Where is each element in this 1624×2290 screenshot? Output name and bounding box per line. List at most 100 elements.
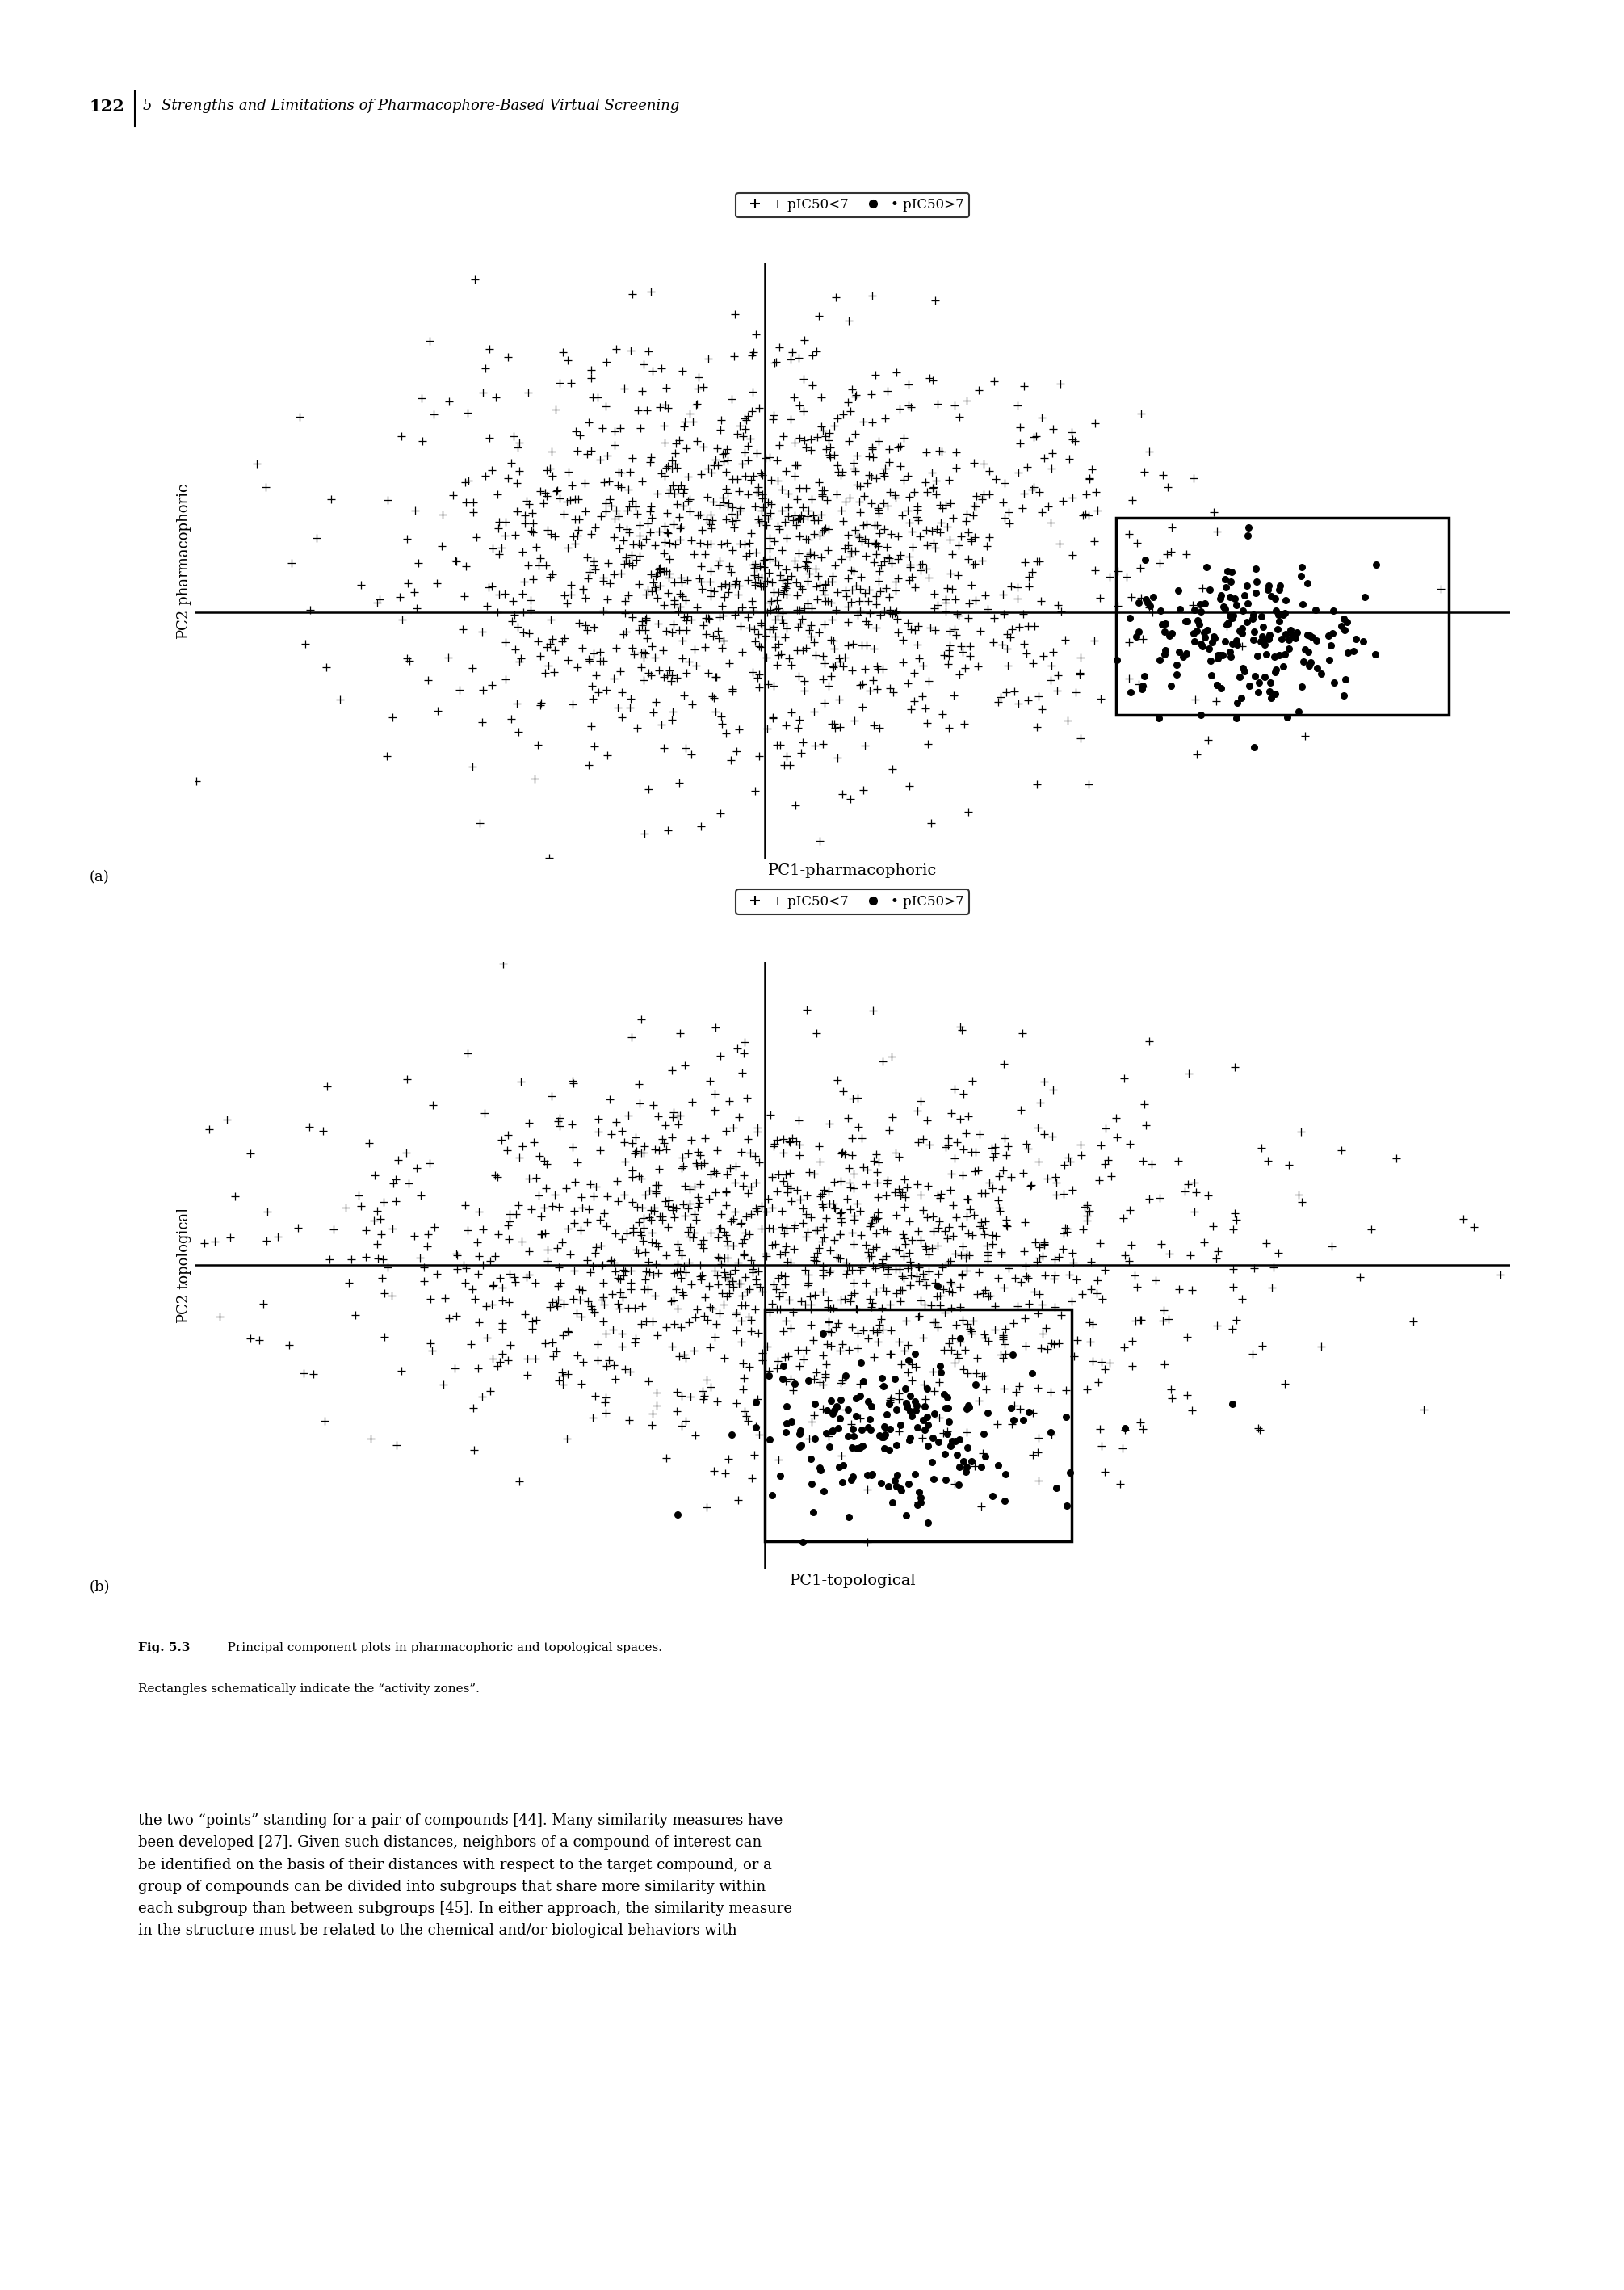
Point: [557, 481, 583, 518]
Point: [711, 1260, 737, 1296]
Point: [1122, 618, 1148, 655]
Point: [1130, 669, 1156, 705]
Point: [903, 1349, 929, 1385]
Point: [710, 589, 736, 625]
Point: [1285, 614, 1311, 650]
Point: [464, 1349, 490, 1385]
Point: [939, 1095, 965, 1131]
Point: [599, 1312, 625, 1349]
Point: [883, 1276, 909, 1312]
Point: [767, 726, 793, 763]
Point: [1187, 696, 1213, 733]
Point: [976, 1163, 1002, 1200]
Point: [836, 1150, 862, 1186]
Point: [854, 1470, 880, 1507]
Point: [767, 330, 793, 366]
Point: [489, 1310, 515, 1347]
Point: [1304, 650, 1330, 687]
Point: [505, 609, 531, 646]
Point: [869, 1360, 895, 1397]
Point: [864, 1154, 890, 1191]
Point: [637, 332, 663, 369]
Point: [835, 385, 861, 421]
Point: [1125, 666, 1151, 703]
Point: [885, 1170, 911, 1207]
Point: [1108, 1466, 1134, 1502]
Point: [702, 1319, 728, 1356]
Point: [744, 1111, 770, 1147]
Point: [664, 1495, 690, 1532]
Point: [520, 1303, 546, 1340]
Point: [544, 1287, 570, 1324]
Point: [461, 1431, 487, 1468]
Point: [989, 577, 1015, 614]
Point: [489, 529, 515, 566]
Point: [708, 1037, 734, 1074]
Point: [1210, 589, 1236, 625]
Point: [999, 1390, 1025, 1427]
Point: [825, 740, 851, 776]
Point: [968, 611, 994, 648]
Point: [770, 561, 796, 598]
Point: [1124, 524, 1150, 561]
Point: [578, 1292, 604, 1328]
Point: [853, 575, 879, 611]
Point: [932, 593, 958, 630]
Point: [932, 582, 958, 618]
Point: [971, 1317, 997, 1353]
Point: [562, 1253, 588, 1289]
Point: [580, 634, 606, 671]
Point: [1289, 586, 1315, 623]
Point: [1208, 577, 1234, 614]
Point: [861, 992, 887, 1028]
Point: [841, 552, 867, 589]
Point: [862, 1200, 888, 1237]
Point: [885, 1381, 911, 1418]
Point: [1221, 1195, 1247, 1232]
Point: [895, 492, 921, 529]
Point: [603, 1360, 628, 1397]
Point: [538, 625, 564, 662]
Point: [698, 1369, 724, 1406]
Point: [981, 623, 1007, 660]
Point: [944, 449, 970, 485]
Point: [291, 1356, 317, 1392]
Point: [786, 657, 812, 694]
Point: [731, 1392, 757, 1429]
Point: [1263, 650, 1289, 687]
Point: [1086, 1161, 1112, 1198]
Point: [874, 570, 900, 607]
Point: [786, 419, 812, 456]
Point: [708, 698, 734, 735]
Point: [895, 387, 921, 424]
Point: [469, 1379, 495, 1415]
Point: [684, 387, 710, 424]
Point: [883, 1195, 909, 1232]
Point: [961, 1195, 987, 1232]
Point: [521, 1124, 547, 1161]
Point: [684, 1292, 710, 1328]
Point: [559, 566, 585, 602]
Point: [538, 602, 564, 639]
Point: [801, 1397, 827, 1434]
Point: [966, 371, 992, 408]
Point: [370, 1184, 396, 1221]
Point: [957, 1388, 983, 1424]
Point: [708, 412, 734, 449]
Point: [840, 570, 866, 607]
Point: [611, 545, 637, 582]
Point: [922, 282, 948, 318]
Point: [620, 1209, 646, 1246]
Point: [742, 1292, 768, 1328]
Point: [1025, 1111, 1051, 1147]
Point: [807, 518, 833, 554]
Point: [601, 520, 627, 556]
Point: [486, 504, 512, 540]
Point: [674, 561, 700, 598]
Point: [898, 1363, 924, 1399]
Point: [755, 1358, 781, 1395]
Point: [663, 435, 689, 472]
Point: [919, 513, 945, 550]
Point: [750, 456, 776, 492]
Point: [638, 1214, 664, 1250]
